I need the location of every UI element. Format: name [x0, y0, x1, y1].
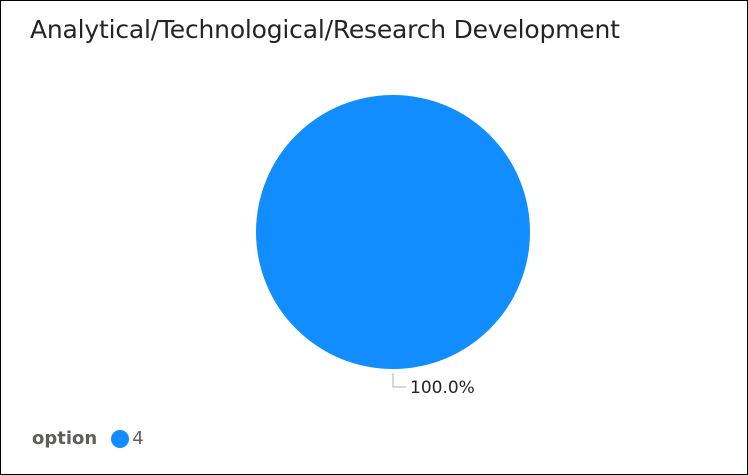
pie-slice-4[interactable]: [256, 95, 530, 369]
legend: option 4: [32, 428, 144, 449]
chart-title: Analytical/Technological/Research Develo…: [30, 15, 620, 44]
legend-title: option: [32, 428, 98, 449]
data-label: 100.0%: [410, 378, 475, 398]
legend-item-label[interactable]: 4: [132, 428, 144, 449]
data-label-leader-line: [392, 373, 406, 388]
legend-swatch: [111, 429, 130, 448]
